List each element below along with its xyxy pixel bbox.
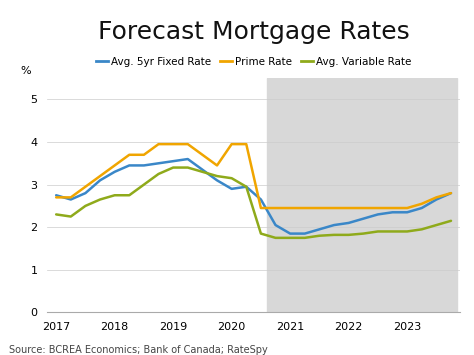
Avg. Variable Rate (141, 182, 147, 187)
Avg. 5yr Fixed Rate (200, 168, 205, 172)
Avg. Variable Rate (273, 236, 278, 240)
Prime Rate (170, 142, 176, 146)
Line: Prime Rate: Prime Rate (56, 144, 451, 208)
Legend: Avg. 5yr Fixed Rate, Prime Rate, Avg. Variable Rate: Avg. 5yr Fixed Rate, Prime Rate, Avg. Va… (91, 53, 416, 71)
Prime Rate (375, 206, 381, 210)
Avg. Variable Rate (68, 214, 73, 219)
Avg. Variable Rate (112, 193, 118, 197)
Avg. 5yr Fixed Rate (112, 170, 118, 174)
Avg. Variable Rate (317, 234, 322, 238)
Line: Avg. Variable Rate: Avg. Variable Rate (56, 168, 451, 238)
Prime Rate (434, 195, 439, 200)
Avg. 5yr Fixed Rate (54, 193, 59, 197)
Title: Forecast Mortgage Rates: Forecast Mortgage Rates (98, 20, 410, 44)
Avg. Variable Rate (404, 229, 410, 234)
Avg. 5yr Fixed Rate (434, 197, 439, 202)
Prime Rate (273, 206, 278, 210)
Avg. 5yr Fixed Rate (97, 178, 103, 182)
Avg. Variable Rate (200, 170, 205, 174)
Avg. 5yr Fixed Rate (360, 217, 366, 221)
Avg. 5yr Fixed Rate (82, 191, 88, 195)
Avg. Variable Rate (54, 212, 59, 217)
Line: Avg. 5yr Fixed Rate: Avg. 5yr Fixed Rate (56, 159, 451, 234)
Avg. 5yr Fixed Rate (419, 206, 425, 210)
Bar (267, 78, 457, 312)
Avg. Variable Rate (185, 165, 191, 170)
Prime Rate (317, 206, 322, 210)
Avg. 5yr Fixed Rate (155, 161, 161, 165)
Prime Rate (200, 153, 205, 157)
Avg. Variable Rate (97, 197, 103, 202)
Prime Rate (302, 206, 308, 210)
Avg. Variable Rate (375, 229, 381, 234)
Avg. Variable Rate (302, 236, 308, 240)
Prime Rate (390, 206, 395, 210)
Avg. 5yr Fixed Rate (390, 210, 395, 214)
Avg. Variable Rate (346, 233, 352, 237)
Avg. 5yr Fixed Rate (302, 231, 308, 236)
Prime Rate (360, 206, 366, 210)
Avg. Variable Rate (244, 185, 249, 189)
Avg. 5yr Fixed Rate (317, 227, 322, 231)
Prime Rate (448, 191, 454, 195)
Prime Rate (244, 142, 249, 146)
Avg. 5yr Fixed Rate (127, 163, 132, 168)
Avg. 5yr Fixed Rate (229, 187, 235, 191)
Avg. 5yr Fixed Rate (185, 157, 191, 161)
Avg. 5yr Fixed Rate (287, 231, 293, 236)
Prime Rate (68, 195, 73, 200)
Prime Rate (97, 174, 103, 178)
Avg. Variable Rate (127, 193, 132, 197)
Prime Rate (346, 206, 352, 210)
Avg. Variable Rate (448, 219, 454, 223)
Prime Rate (419, 202, 425, 206)
Avg. Variable Rate (214, 174, 220, 178)
Text: Source: BCREA Economics; Bank of Canada; RateSpy: Source: BCREA Economics; Bank of Canada;… (9, 345, 268, 355)
Prime Rate (331, 206, 337, 210)
Avg. 5yr Fixed Rate (404, 210, 410, 214)
Prime Rate (127, 153, 132, 157)
Avg. Variable Rate (360, 231, 366, 236)
Avg. 5yr Fixed Rate (258, 197, 264, 202)
Avg. 5yr Fixed Rate (273, 223, 278, 227)
Prime Rate (185, 142, 191, 146)
Avg. Variable Rate (155, 172, 161, 176)
Avg. Variable Rate (287, 236, 293, 240)
Avg. Variable Rate (170, 165, 176, 170)
Avg. 5yr Fixed Rate (68, 197, 73, 202)
Avg. Variable Rate (229, 176, 235, 180)
Text: %: % (20, 66, 31, 76)
Avg. 5yr Fixed Rate (346, 221, 352, 225)
Avg. 5yr Fixed Rate (331, 223, 337, 227)
Avg. Variable Rate (434, 223, 439, 227)
Avg. 5yr Fixed Rate (375, 212, 381, 217)
Avg. 5yr Fixed Rate (244, 185, 249, 189)
Avg. Variable Rate (390, 229, 395, 234)
Prime Rate (54, 195, 59, 200)
Avg. 5yr Fixed Rate (141, 163, 147, 168)
Prime Rate (229, 142, 235, 146)
Prime Rate (155, 142, 161, 146)
Avg. Variable Rate (82, 204, 88, 208)
Avg. Variable Rate (258, 231, 264, 236)
Prime Rate (112, 163, 118, 168)
Avg. 5yr Fixed Rate (170, 159, 176, 163)
Prime Rate (404, 206, 410, 210)
Prime Rate (82, 185, 88, 189)
Avg. Variable Rate (419, 227, 425, 231)
Prime Rate (141, 153, 147, 157)
Prime Rate (287, 206, 293, 210)
Prime Rate (258, 206, 264, 210)
Avg. 5yr Fixed Rate (214, 178, 220, 182)
Avg. 5yr Fixed Rate (448, 191, 454, 195)
Avg. Variable Rate (331, 233, 337, 237)
Prime Rate (214, 163, 220, 168)
